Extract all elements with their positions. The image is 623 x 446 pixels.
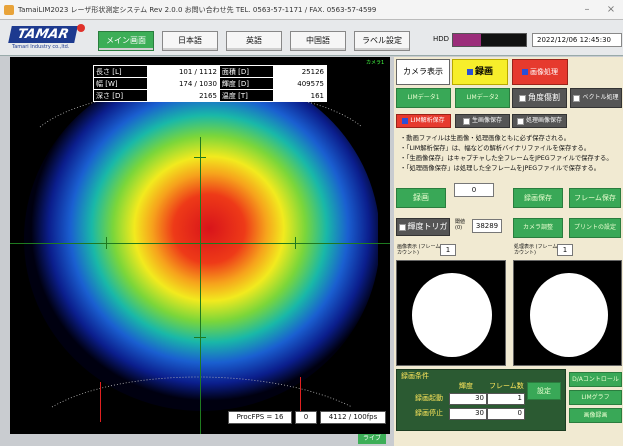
record-stop-label: 録画停止 [415,409,443,417]
record-start-frames-input[interactable]: 1 [487,393,525,405]
tab-english[interactable]: 英語 [226,31,282,51]
record-condition-title: 録画条件 [401,372,429,380]
hdd-label: HDD [433,35,450,43]
record-indicator-icon [466,69,473,75]
angle-crack-toggle[interactable]: 角度傷割 [512,88,567,108]
camera-view[interactable] [10,57,390,434]
record-button[interactable]: 録画 [396,188,446,208]
right-pane-label: 処理表示 (フレームカウント) [514,244,558,256]
table-row: 長さ [L] 101 / 1112 面積 [D] 25126 [93,65,328,78]
raw-image-preview [396,260,506,366]
processed-image-save-toggle[interactable]: 処理画像保存 [512,114,567,128]
tab-main-screen[interactable]: メイン画面 [98,31,154,51]
frames-header: フレーム数 [489,382,524,390]
app-icon [4,5,14,15]
brightness-header: 輝度 [459,382,473,390]
company-logo: TAMAR Tamari Industry co.,ltd. [8,24,88,52]
record-count: 0 [454,183,494,197]
brightness-trigger-toggle[interactable]: 輝度トリガ [396,218,450,236]
table-row: 幅 [W] 174 / 1030 輝度 [D] 409575 [93,77,328,90]
save-notes: ・動画ファイルは生画像・処理画像ともに必ず保存される。 ・「LIM解析保存」は、… [400,135,613,172]
left-pane-label: 画像表示 (フレームカウント) [397,244,441,256]
lim-analysis-save-toggle[interactable]: LIM解析保存 [396,114,451,128]
frame-save-button[interactable]: フレーム保存 [569,188,621,208]
threshold-input[interactable]: 38289 [472,219,502,233]
record-condition-panel: 録画条件 輝度 フレーム数 録画起動 30 1 録画停止 30 0 設定 [396,369,566,431]
checkbox-icon [573,94,581,102]
image-record-button[interactable]: 画像録画 [569,408,622,423]
camera-adjust-button[interactable]: カメラ調整 [513,218,563,238]
table-row: 深さ [D] 2165 温度 [T] 161 [93,89,328,102]
raw-image-save-toggle[interactable]: 生画像保存 [455,114,510,128]
measurement-table: 長さ [L] 101 / 1112 面積 [D] 25126 幅 [W] 174 / … [93,65,328,102]
record-save-button[interactable]: 録画保存 [513,188,563,208]
datetime-display: 2022/12/06 12:45:30 [532,33,622,47]
frame-counter: 4112 / 100fps [320,411,386,424]
checkbox-icon [402,118,409,124]
processed-image-preview [513,260,622,366]
lim-data1-button[interactable]: LIMデータ1 [396,88,451,108]
record-start-label: 録画起動 [415,394,443,402]
window-title: TamaiLIM2023 レーザ形状測定システム Rev 2.0.0 お問い合わ… [18,6,377,14]
print-settings-button[interactable]: プリントの設定 [569,218,621,238]
camera-display-button[interactable]: カメラ表示 [396,59,450,85]
threshold-label: 閾値 (0) [455,219,466,231]
checkbox-icon [519,94,526,102]
record-start-brightness-input[interactable]: 30 [449,393,487,405]
tab-japanese[interactable]: 日本語 [162,31,218,51]
da-control-button[interactable]: D/Aコントロール [569,372,622,387]
crosshair-vertical [200,137,201,434]
lim-data2-button[interactable]: LIMデータ2 [455,88,510,108]
camera-label: カメラ1 [366,60,385,66]
lim-graph-button[interactable]: LIMグラフ [569,390,622,405]
tab-chinese[interactable]: 中国語 [290,31,346,51]
record-stop-brightness-input[interactable]: 30 [449,408,487,420]
vector-process-toggle[interactable]: ベクトル処理 [570,88,622,108]
left-pane-count: 1 [440,244,456,256]
tab-label-settings[interactable]: ラベル設定 [354,31,410,51]
title-bar: TamaiLIM2023 レーザ形状測定システム Rev 2.0.0 お問い合わ… [0,0,623,20]
fps-value: 0 [295,411,317,424]
image-process-toggle[interactable]: 画像処理 [512,59,568,85]
minimize-button[interactable]: – [584,4,590,15]
hdd-usage-bar [452,33,527,47]
record-toggle[interactable]: 録画 [452,59,508,85]
crosshair-horizontal [10,243,390,244]
checkbox-icon [398,223,406,231]
live-badge: ライブ [358,434,386,444]
close-button[interactable]: × [606,4,616,15]
checkbox-icon [462,117,470,125]
right-pane-count: 1 [557,244,573,256]
fps-label: ProcFPS = 16 [228,411,292,424]
process-indicator-icon [522,69,528,75]
checkbox-icon [516,117,524,125]
set-conditions-button[interactable]: 設定 [527,382,561,400]
record-stop-frames-input[interactable]: 0 [487,408,525,420]
